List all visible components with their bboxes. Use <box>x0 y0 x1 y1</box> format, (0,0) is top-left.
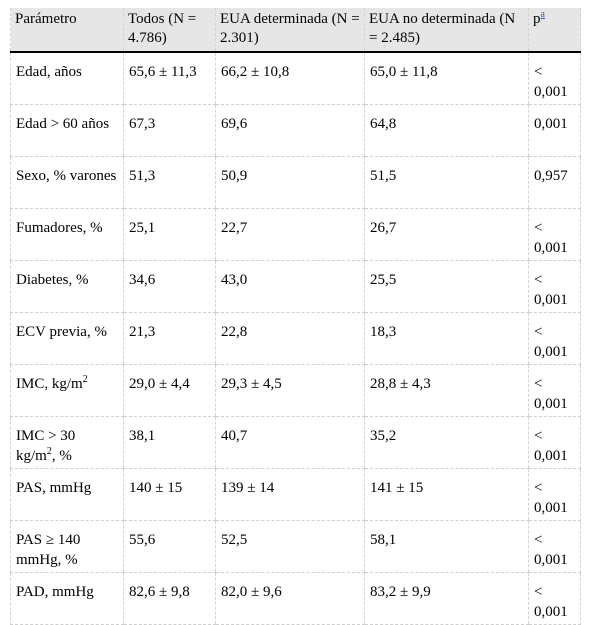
cell-p: < 0,001 <box>528 312 581 365</box>
cell-todos: 25,1 <box>123 208 216 261</box>
cell-p: < 0,001 <box>528 572 581 625</box>
cell-p: < 0,001 <box>528 52 581 105</box>
parametro-text: Fumadores, % <box>16 220 103 236</box>
cell-eua-no-determinada: 26,7 <box>364 208 529 261</box>
cell-todos: 65,6 ± 11,3 <box>123 52 216 105</box>
header-parametro: Parámetro <box>10 8 124 53</box>
cell-parametro: PAS, mmHg <box>10 468 124 521</box>
cell-p: < 0,001 <box>528 416 581 469</box>
header-row: Parámetro Todos (N = 4.786) EUA determin… <box>10 8 581 53</box>
cell-eua-no-determinada: 28,8 ± 4,3 <box>364 364 529 417</box>
table-row: Diabetes, % 34,6 43,0 25,5 < 0,001 <box>10 260 581 313</box>
parametro-text: IMC, kg/m <box>16 376 83 392</box>
cell-todos: 34,6 <box>123 260 216 313</box>
table-row: Fumadores, % 25,1 22,7 26,7 < 0,001 <box>10 208 581 261</box>
cell-parametro: Fumadores, % <box>10 208 124 261</box>
parametro-superscript: 2 <box>82 374 88 385</box>
cell-parametro: Diabetes, % <box>10 260 124 313</box>
cell-parametro: PAD, mmHg <box>10 572 124 625</box>
parametro-suffix: , % <box>51 448 72 464</box>
cell-todos: 38,1 <box>123 416 216 469</box>
parametro-text: Diabetes, % <box>16 272 89 288</box>
table-row: ECV previa, % 21,3 22,8 18,3 < 0,001 <box>10 312 581 365</box>
parametro-superscript: 2 <box>46 446 52 457</box>
data-table: Parámetro Todos (N = 4.786) EUA determin… <box>10 8 581 625</box>
cell-todos: 51,3 <box>123 156 216 209</box>
cell-todos: 140 ± 15 <box>123 468 216 521</box>
cell-eua-no-determinada: 58,1 <box>364 520 529 573</box>
cell-eua-determinada: 82,0 ± 9,6 <box>215 572 365 625</box>
cell-parametro: ECV previa, % <box>10 312 124 365</box>
cell-parametro: Sexo, % varones <box>10 156 124 209</box>
cell-parametro: IMC > 30 kg/m2, % <box>10 416 124 469</box>
cell-eua-determinada: 22,7 <box>215 208 365 261</box>
cell-todos: 21,3 <box>123 312 216 365</box>
cell-p: < 0,001 <box>528 364 581 417</box>
cell-eua-determinada: 50,9 <box>215 156 365 209</box>
table-row: PAS, mmHg 140 ± 15 139 ± 14 141 ± 15 < 0,001 <box>10 468 581 521</box>
parametro-text: Sexo, % varones <box>16 168 117 184</box>
cell-eua-determinada: 22,8 <box>215 312 365 365</box>
cell-p: < 0,001 <box>528 260 581 313</box>
cell-parametro: Edad, años <box>10 52 124 105</box>
cell-p: < 0,001 <box>528 468 581 521</box>
footnote-link-a[interactable]: a <box>540 9 545 20</box>
cell-todos: 82,6 ± 9,8 <box>123 572 216 625</box>
cell-eua-no-determinada: 25,5 <box>364 260 529 313</box>
cell-p: < 0,001 <box>528 520 581 573</box>
cell-parametro: PAS ≥ 140 mmHg, % <box>10 520 124 573</box>
cell-eua-no-determinada: 64,8 <box>364 104 529 157</box>
header-todos: Todos (N = 4.786) <box>123 8 216 53</box>
cell-eua-no-determinada: 51,5 <box>364 156 529 209</box>
table-header: Parámetro Todos (N = 4.786) EUA determin… <box>10 8 581 53</box>
cell-p: < 0,001 <box>528 208 581 261</box>
table-row: Sexo, % varones 51,3 50,9 51,5 0,957 <box>10 156 581 209</box>
table-row: IMC, kg/m2 29,0 ± 4,4 29,3 ± 4,5 28,8 ± 4,3… <box>10 364 581 417</box>
cell-eua-determinada: 40,7 <box>215 416 365 469</box>
cell-todos: 67,3 <box>123 104 216 157</box>
header-eua-no-determinada: EUA no determinada (N = 2.485) <box>364 8 529 53</box>
cell-todos: 29,0 ± 4,4 <box>123 364 216 417</box>
table-row: IMC > 30 kg/m2, % 38,1 40,7 35,2 < 0,001 <box>10 416 581 469</box>
table-row: PAD, mmHg 82,6 ± 9,8 82,0 ± 9,6 83,2 ± 9,9 <… <box>10 572 581 625</box>
cell-eua-determinada: 139 ± 14 <box>215 468 365 521</box>
cell-eua-determinada: 69,6 <box>215 104 365 157</box>
cell-eua-no-determinada: 18,3 <box>364 312 529 365</box>
parametro-text: PAD, mmHg <box>16 584 94 600</box>
parametro-text: IMC > 30 kg/m <box>16 428 76 464</box>
table-container: Parámetro Todos (N = 4.786) EUA determin… <box>10 8 581 625</box>
cell-p: 0,001 <box>528 104 581 157</box>
cell-todos: 55,6 <box>123 520 216 573</box>
cell-eua-determinada: 66,2 ± 10,8 <box>215 52 365 105</box>
cell-p: 0,957 <box>528 156 581 209</box>
header-p-label: p <box>533 11 541 27</box>
table-body: Edad, años 65,6 ± 11,3 66,2 ± 10,8 65,0 ± 1… <box>10 52 581 625</box>
cell-parametro: IMC, kg/m2 <box>10 364 124 417</box>
header-eua-determinada: EUA determinada (N = 2.301) <box>215 8 365 53</box>
cell-eua-no-determinada: 141 ± 15 <box>364 468 529 521</box>
cell-parametro: Edad > 60 años <box>10 104 124 157</box>
header-p: pa <box>528 8 581 53</box>
parametro-text: PAS, mmHg <box>16 480 92 496</box>
cell-eua-determinada: 52,5 <box>215 520 365 573</box>
table-row: PAS ≥ 140 mmHg, % 55,6 52,5 58,1 < 0,001 <box>10 520 581 573</box>
table-row: Edad, años 65,6 ± 11,3 66,2 ± 10,8 65,0 ± 1… <box>10 52 581 105</box>
parametro-text: ECV previa, % <box>16 324 107 340</box>
parametro-text: PAS ≥ 140 mmHg, % <box>16 532 81 568</box>
parametro-text: Edad > 60 años <box>16 116 110 132</box>
cell-eua-determinada: 29,3 ± 4,5 <box>215 364 365 417</box>
table-row: Edad > 60 años 67,3 69,6 64,8 0,001 <box>10 104 581 157</box>
cell-eua-no-determinada: 83,2 ± 9,9 <box>364 572 529 625</box>
cell-eua-no-determinada: 65,0 ± 11,8 <box>364 52 529 105</box>
parametro-text: Edad, años <box>16 64 82 80</box>
cell-eua-no-determinada: 35,2 <box>364 416 529 469</box>
cell-eua-determinada: 43,0 <box>215 260 365 313</box>
